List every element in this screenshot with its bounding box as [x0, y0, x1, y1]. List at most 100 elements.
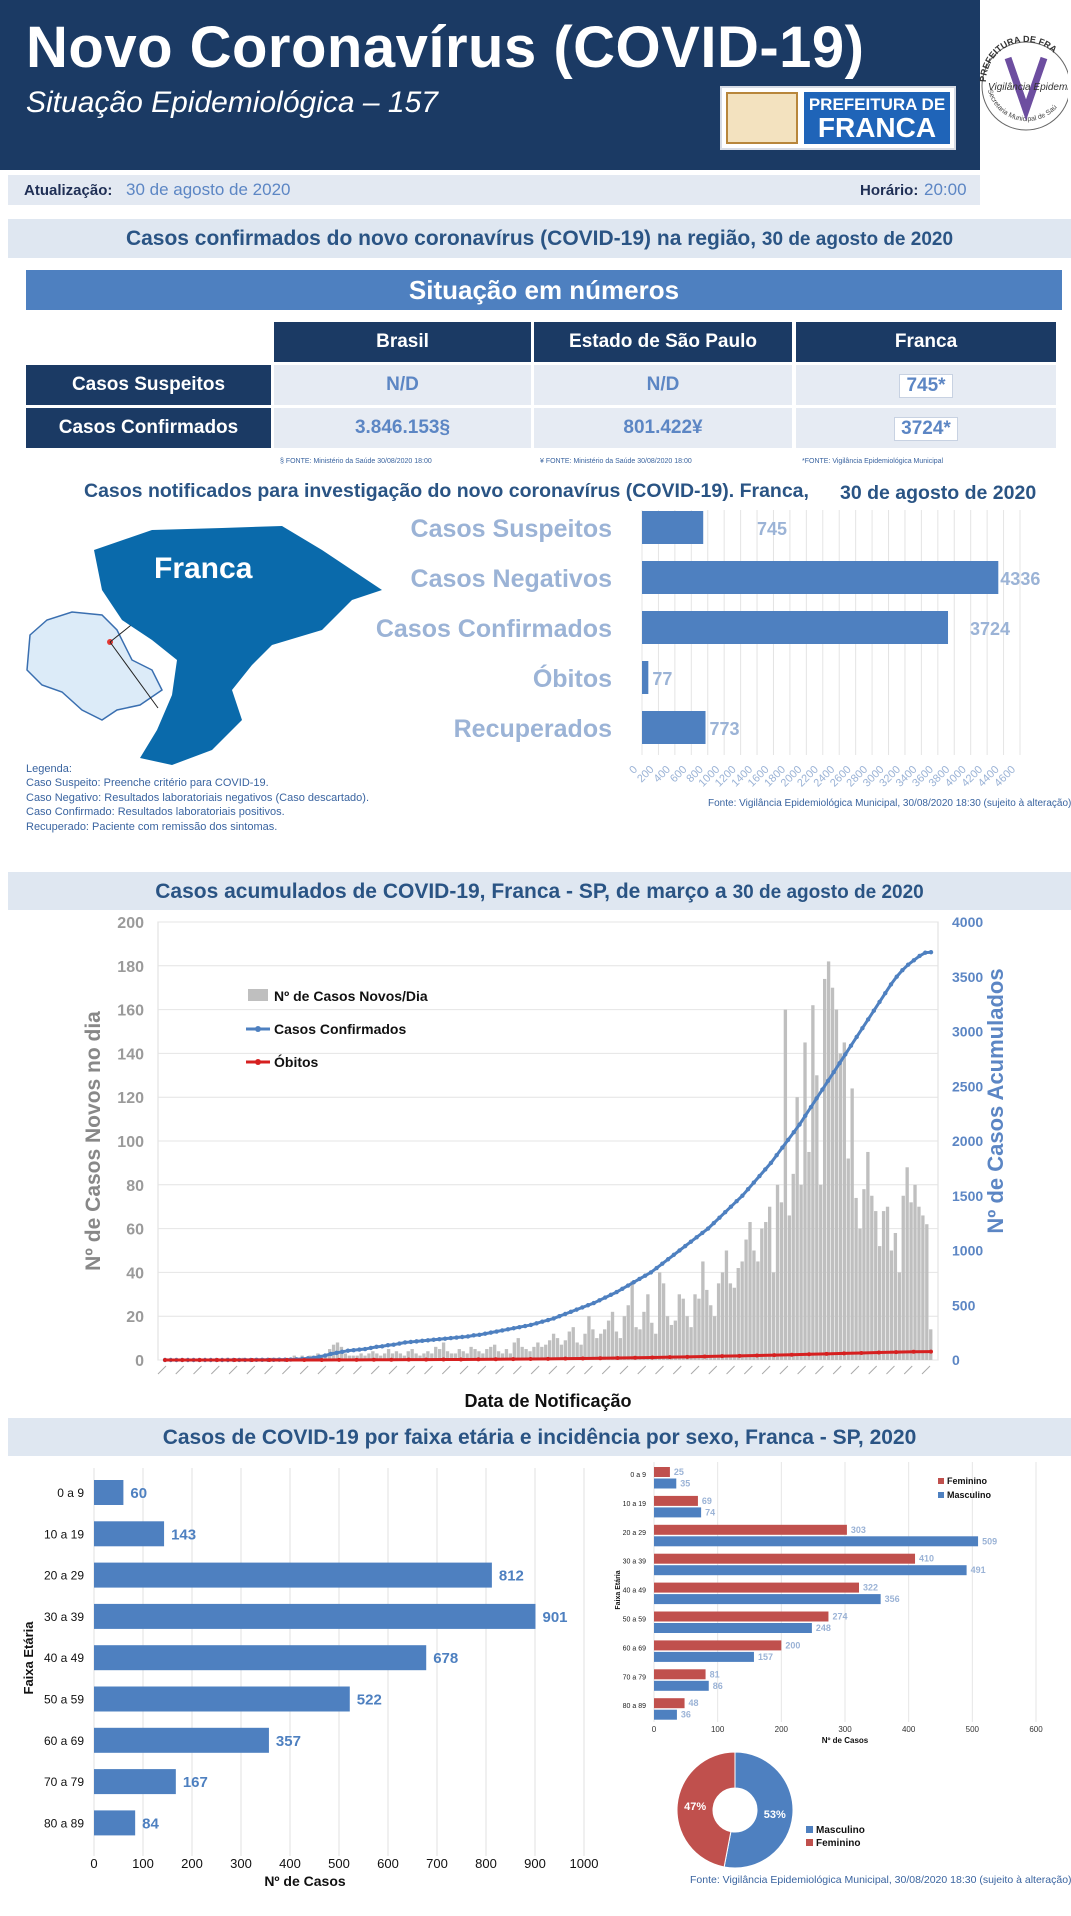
- daily-case-bar: [697, 1298, 701, 1360]
- deaths-point: [876, 1350, 881, 1355]
- cumulative-cases-point: [534, 1321, 539, 1326]
- cumulative-cases-point: [380, 1344, 385, 1349]
- category-label: Casos Negativos: [411, 565, 612, 593]
- daily-case-bar: [913, 1184, 917, 1360]
- daily-case-bar: [878, 1246, 882, 1360]
- deaths-point: [267, 1358, 272, 1362]
- cumulative-cases-point: [517, 1324, 522, 1330]
- cumulative-cases-point: [368, 1345, 373, 1351]
- daily-case-bar: [496, 1351, 501, 1360]
- daily-case-bar: [473, 1349, 477, 1360]
- x-tick-mark: [406, 1365, 416, 1375]
- cumulative-cases-point: [660, 1261, 665, 1266]
- deaths-point: [702, 1354, 707, 1359]
- x-tick-mark: [353, 1365, 362, 1375]
- daily-case-bar: [477, 1351, 481, 1360]
- x-tick-label: 600: [1029, 1725, 1043, 1734]
- timeseries-chart: 0204060801001201401601802000500100015002…: [82, 914, 1008, 1411]
- cumulative-cases-point: [551, 1316, 556, 1321]
- cumulative-cases-point: [911, 958, 917, 963]
- daily-case-bar: [438, 1349, 442, 1360]
- cumulative-cases-point: [540, 1319, 545, 1324]
- bar-feminino: [654, 1553, 916, 1564]
- deaths-point: [215, 1358, 220, 1362]
- bar: [642, 561, 999, 594]
- category-label: 20 a 29: [44, 1569, 84, 1583]
- x-axis-label: Nº de Casos: [264, 1873, 346, 1888]
- cumulative-cases-point: [803, 1113, 808, 1119]
- cumulative-cases-point: [728, 1204, 734, 1209]
- daily-case-bar: [618, 1338, 623, 1360]
- deaths-point: [841, 1351, 846, 1356]
- daily-case-bar: [398, 1353, 403, 1360]
- daily-case-bar: [803, 1042, 807, 1360]
- value-label: 25: [674, 1467, 684, 1477]
- deaths-point: [511, 1357, 516, 1362]
- daily-case-bar: [764, 1222, 768, 1360]
- cumulative-cases-point: [768, 1160, 774, 1166]
- value-label: 35: [680, 1479, 690, 1489]
- legend-label: Feminino: [816, 1838, 860, 1849]
- x-tick-mark: [175, 1365, 185, 1375]
- legend-confirmado: Caso Confirmado: Resultados laboratoriai…: [26, 806, 285, 818]
- cell-suspeitos-brasil: N/D: [274, 365, 531, 405]
- daily-case-bar: [716, 1283, 721, 1360]
- y2-tick-label: 1500: [952, 1188, 983, 1204]
- daily-case-bar: [866, 1151, 870, 1360]
- bar-masculino: [654, 1651, 754, 1662]
- col-sp: Estado de São Paulo: [534, 322, 792, 362]
- y-tick-label: 140: [117, 1046, 144, 1063]
- cumulative-cases-point: [374, 1344, 379, 1350]
- category-label: 50 a 59: [623, 1617, 646, 1624]
- daily-case-bar: [889, 1250, 894, 1360]
- daily-case-bar: [563, 1340, 568, 1360]
- bar-feminino: [654, 1582, 860, 1593]
- cumulative-cases-point: [831, 1069, 837, 1075]
- daily-case-bar: [375, 1353, 379, 1360]
- cumulative-cases-point: [454, 1335, 459, 1340]
- daily-case-bar: [434, 1346, 438, 1360]
- legend-label: Masculino: [947, 1490, 992, 1500]
- pie-slice-masculino: [723, 1751, 794, 1869]
- y-tick-label: 80: [126, 1178, 144, 1195]
- pie-value-label: 47%: [684, 1801, 706, 1813]
- daily-case-bar: [673, 1320, 678, 1360]
- cell-confirmados-brasil: 3.846.153§: [274, 408, 531, 448]
- source-brasil: § FONTE: Ministério da Saúde 30/08/2020 …: [280, 458, 432, 465]
- y2-tick-label: 500: [952, 1297, 976, 1313]
- daily-case-bar: [559, 1344, 564, 1360]
- cumulative-cases-point: [471, 1333, 476, 1338]
- cumulative-cases-point: [757, 1173, 762, 1179]
- daily-case-bar: [681, 1298, 685, 1360]
- bar: [94, 1769, 176, 1795]
- notified-cases-chart: 0200400600800100012001400160018002000220…: [376, 510, 1040, 789]
- daily-case-bar: [819, 1184, 823, 1360]
- value-label: 86: [713, 1681, 723, 1691]
- value-label: 357: [276, 1733, 301, 1750]
- daily-case-bar: [646, 1294, 650, 1360]
- daily-case-bar: [638, 1329, 642, 1360]
- deaths-point: [371, 1357, 376, 1362]
- bar-feminino: [654, 1524, 847, 1535]
- bar-feminino: [654, 1669, 706, 1680]
- cumulative-cases-point: [328, 1351, 333, 1357]
- x-tick-label: 100: [132, 1856, 154, 1871]
- category-label: 40 a 49: [44, 1651, 84, 1665]
- legend-swatch-dot: [255, 1026, 261, 1032]
- deaths-point: [319, 1358, 324, 1362]
- x-tick-mark: [903, 1365, 913, 1375]
- daily-case-bar: [669, 1324, 674, 1360]
- daily-case-bar: [893, 1232, 898, 1360]
- cumulative-cases-point: [877, 999, 882, 1005]
- cumulative-cases-point: [905, 962, 911, 967]
- value-label: 356: [885, 1594, 900, 1604]
- y-axis-label: Faixa Etária: [615, 1570, 622, 1609]
- cumulative-cases-point: [620, 1286, 625, 1292]
- cumulative-cases-point: [888, 982, 894, 987]
- cumulative-cases-point: [431, 1337, 436, 1342]
- cell-confirmados-franca: 3724*: [894, 417, 958, 441]
- x-tick-label: 0: [652, 1725, 657, 1734]
- daily-case-bar: [540, 1346, 544, 1360]
- daily-case-bar: [881, 1211, 886, 1360]
- x-axis-label: Data de Notificação: [464, 1391, 631, 1411]
